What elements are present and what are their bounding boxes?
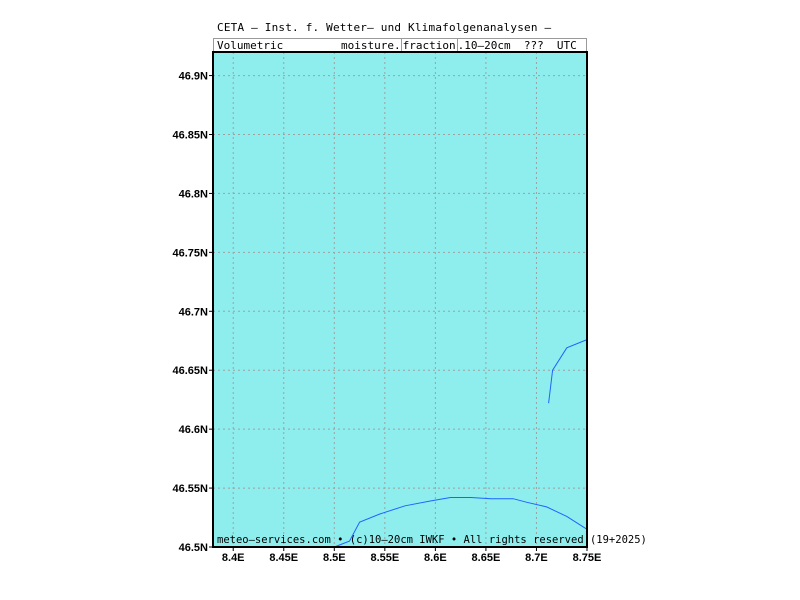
lat-tick-label: 46.55N bbox=[173, 483, 209, 495]
copyright-footer: meteo—services.com • (c)10—20cm IWKF • A… bbox=[217, 534, 647, 546]
map-title: CETA — Inst. f. Wetter— und Klimafolgena… bbox=[217, 21, 552, 34]
lon-tick-label: 8.4E bbox=[222, 552, 245, 564]
subtitle-rest: .10—20cm ??? UTC bbox=[457, 39, 577, 52]
border-line bbox=[548, 339, 588, 404]
lat-tick-label: 46.65N bbox=[173, 365, 209, 377]
map-frame bbox=[212, 51, 588, 548]
subtitle-unit: fraction bbox=[400, 38, 458, 53]
lat-tick-label: 46.85N bbox=[173, 130, 209, 142]
lat-tick-label: 46.5N bbox=[179, 542, 208, 554]
lon-tick-label: 8.65E bbox=[472, 552, 501, 564]
soil-moisture-field bbox=[213, 52, 587, 547]
subtitle-var: moisture. bbox=[341, 39, 401, 52]
lon-tick-label: 8.7E bbox=[525, 552, 548, 564]
lon-tick-label: 8.45E bbox=[269, 552, 298, 564]
lon-tick-label: 8.55E bbox=[370, 552, 399, 564]
lon-tick-label: 8.6E bbox=[424, 552, 447, 564]
border-line bbox=[334, 497, 588, 548]
map-subtitle: Volumetric moisture. fraction .10—20cm ???… bbox=[213, 38, 587, 53]
lon-tick-label: 8.75E bbox=[573, 552, 602, 564]
lon-tick-label: 8.5E bbox=[323, 552, 346, 564]
subtitle-variable-detail: moisture. fraction .10—20cm ??? UTC bbox=[341, 38, 577, 53]
lat-tick-label: 46.75N bbox=[173, 247, 209, 259]
subtitle-variable-name: Volumetric bbox=[217, 39, 284, 52]
lat-tick-label: 46.8N bbox=[179, 188, 208, 200]
lat-tick-label: 46.6N bbox=[179, 424, 208, 436]
lat-tick-label: 46.7N bbox=[179, 306, 208, 318]
lat-tick-label: 46.9N bbox=[179, 71, 208, 83]
